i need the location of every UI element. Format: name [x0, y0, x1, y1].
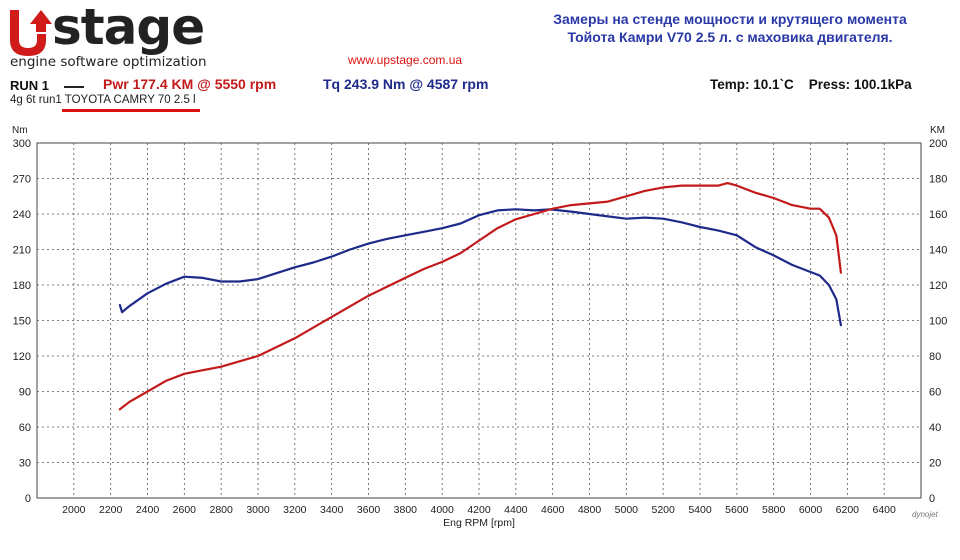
power-summary: Pwr 177.4 KM @ 5550 rpm: [103, 76, 277, 92]
y-right-tick-label: 100: [929, 316, 947, 328]
x-tick-label: 2200: [99, 504, 123, 516]
y-right-tick-label: 140: [929, 245, 947, 257]
x-tick-label: 2000: [62, 504, 86, 516]
x-tick-label: 3400: [320, 504, 344, 516]
x-tick-label: 4000: [430, 504, 454, 516]
x-tick-label: 5200: [651, 504, 675, 516]
x-tick-label: 2600: [173, 504, 197, 516]
x-tick-label: 5000: [615, 504, 639, 516]
y-right-tick-label: 40: [929, 422, 941, 434]
website-link[interactable]: www.upstage.com.ua: [348, 53, 463, 67]
y-right-tick-label: 120: [929, 280, 947, 292]
y-right-tick-label: 80: [929, 351, 941, 363]
x-tick-label: 4400: [504, 504, 528, 516]
y-right-tick-label: 20: [929, 458, 941, 470]
x-tick-label: 6200: [836, 504, 860, 516]
y-left-tick-label: 180: [13, 280, 31, 292]
upstage-logo: stage engine software optimization: [6, 0, 306, 70]
upstage-u-mark-icon: [10, 10, 52, 56]
logo-tagline: engine software optimization: [10, 54, 207, 70]
y-left-tick-label: 240: [13, 209, 31, 221]
x-tick-label: 4600: [541, 504, 565, 516]
run-legend-line: [64, 86, 84, 88]
pressure-readout: Press: 100.1kPa: [808, 77, 912, 92]
y-right-tick-label: 0: [929, 493, 935, 505]
power-curve: [118, 182, 842, 411]
y-left-tick-label: 300: [13, 138, 31, 150]
x-axis-title: Eng RPM [rpm]: [443, 517, 515, 529]
y-left-tick-label: 90: [19, 387, 31, 399]
dyno-chart: 0 30 60 90 120 150 180 210 240 270 300 0 20 40 60 80 10…: [12, 125, 947, 529]
torque-summary: Tq 243.9 Nm @ 4587 rpm: [323, 76, 489, 92]
y-right-tick-label: 160: [929, 209, 947, 221]
y-right-tick-label: 200: [929, 138, 947, 150]
heading-line-2: Тойота Камри V70 2.5 л. с маховика двига…: [567, 29, 893, 45]
dynojet-watermark: dynojet: [912, 510, 938, 519]
x-tick-label: 5600: [725, 504, 749, 516]
x-tick-label: 4200: [467, 504, 491, 516]
x-tick-label: 4800: [578, 504, 602, 516]
x-tick-label: 5800: [762, 504, 786, 516]
y-left-tick-label: 0: [25, 493, 31, 505]
x-tick-label: 6000: [799, 504, 823, 516]
y-left-tick-label: 60: [19, 422, 31, 434]
y-left-tick-label: 150: [13, 316, 31, 328]
run-description-underline: [62, 109, 200, 112]
x-tick-label: 3800: [394, 504, 418, 516]
temperature-readout: Temp: 10.1`C: [710, 77, 794, 92]
run-label: RUN 1: [10, 78, 50, 93]
x-tick-label: 3600: [357, 504, 381, 516]
x-tick-label: 6400: [872, 504, 896, 516]
torque-curve: [118, 208, 842, 327]
conditions-readout: Temp: 10.1`C Press: 100.1kPa: [710, 77, 912, 92]
x-tick-label: 2800: [209, 504, 233, 516]
y-left-tick-label: 210: [13, 245, 31, 257]
y-right-tick-label: 60: [929, 387, 941, 399]
y-axis-right-unit: KM: [930, 125, 945, 136]
run-description: 4g 6t run1 TOYOTA CAMRY 70 2.5 l: [10, 94, 196, 106]
x-tick-label: 5400: [688, 504, 712, 516]
logo-wordmark: stage: [52, 0, 205, 56]
page-heading: Замеры на стенде мощности и крутящего мо…: [520, 10, 940, 46]
y-left-tick-label: 270: [13, 174, 31, 186]
x-tick-label: 3200: [283, 504, 307, 516]
x-tick-label: 2400: [136, 504, 160, 516]
y-axis-left-unit: Nm: [12, 125, 28, 136]
heading-line-1: Замеры на стенде мощности и крутящего мо…: [553, 11, 907, 27]
y-left-tick-label: 120: [13, 351, 31, 363]
y-left-tick-label: 30: [19, 458, 31, 470]
x-tick-label: 3000: [246, 504, 270, 516]
y-right-tick-label: 180: [929, 174, 947, 186]
